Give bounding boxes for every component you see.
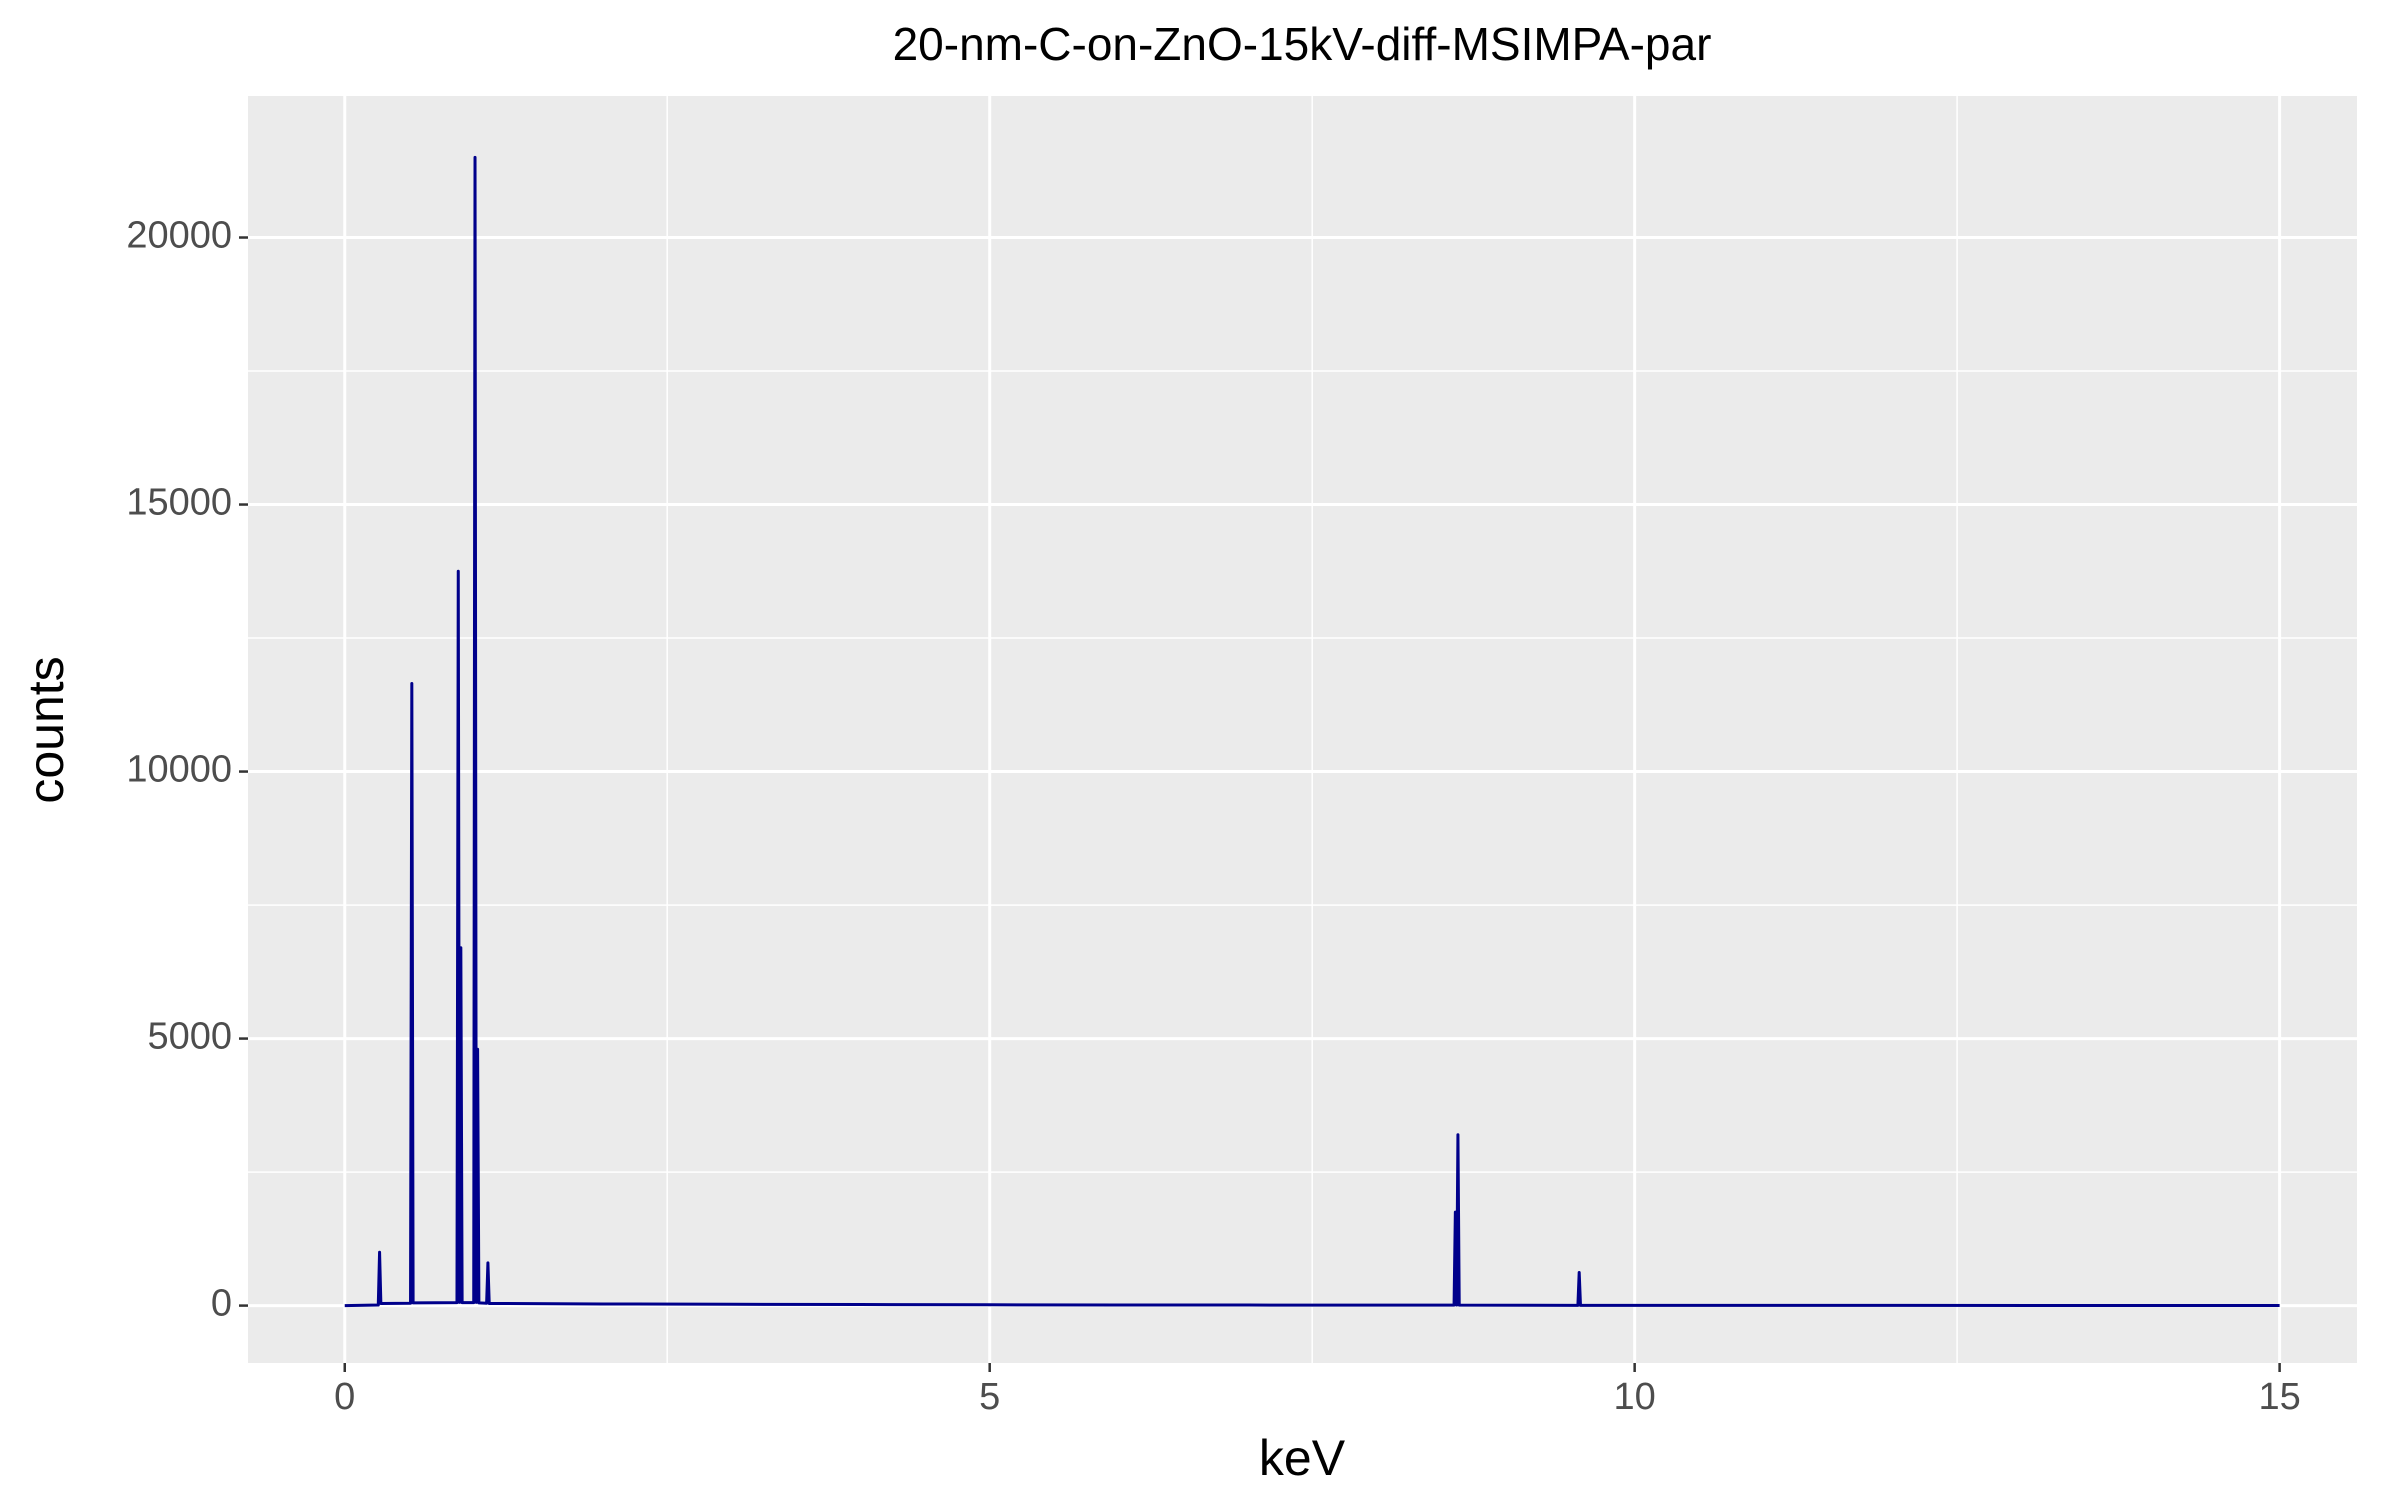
x-tick-label: 5: [979, 1376, 1000, 1418]
x-tick-label: 10: [1614, 1376, 1656, 1418]
chart-title: 20-nm-C-on-ZnO-15kV-diff-MSIMPA-par: [893, 18, 1712, 70]
y-axis-title: counts: [18, 656, 74, 803]
y-tick-label: 15000: [126, 482, 232, 524]
y-tick-label: 5000: [147, 1016, 232, 1058]
x-axis-title: keV: [1259, 1430, 1346, 1486]
x-tick-label: 15: [2258, 1376, 2300, 1418]
y-tick-label: 20000: [126, 215, 232, 257]
plot-panel: [248, 96, 2357, 1363]
y-tick-label: 10000: [126, 749, 232, 791]
spectrum-line: [344, 155, 2280, 1308]
y-tick-label: 0: [211, 1283, 232, 1325]
x-tick-label: 0: [334, 1376, 355, 1418]
